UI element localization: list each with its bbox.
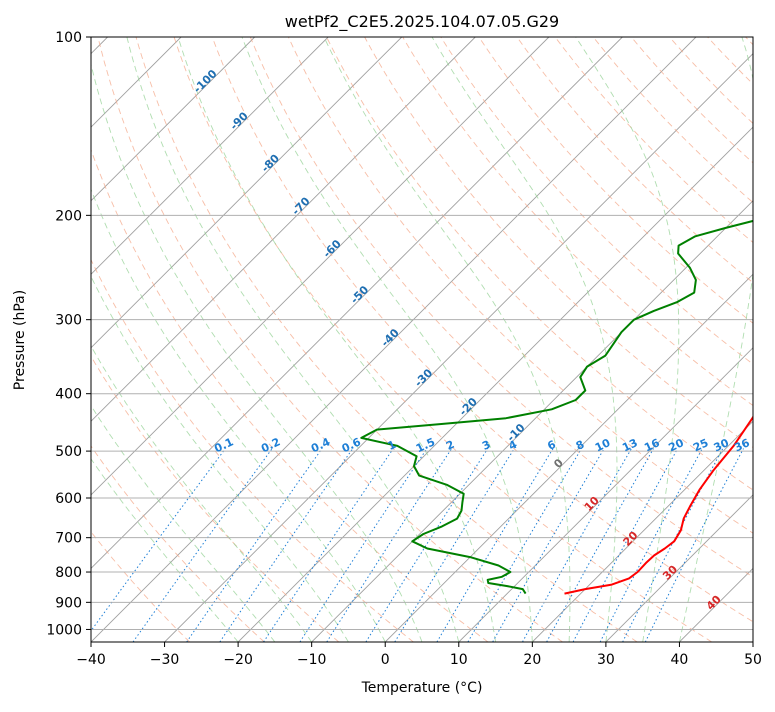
x-tick-label: −30 (150, 652, 180, 668)
dry-adiabat-line (22, 37, 414, 642)
mixing-ratio-label: 16 (642, 436, 662, 454)
x-tick-label: 30 (597, 652, 615, 668)
x-tick-label: −10 (297, 652, 327, 668)
mixing-ratio-line (493, 449, 605, 643)
mixing-ratio-label: 8 (574, 438, 586, 453)
isotherm-line (0, 37, 255, 642)
y-tick-label: 1000 (46, 622, 82, 638)
isotherm-label: -40 (379, 326, 402, 349)
mixing-ratio-label: 6 (545, 438, 558, 453)
dry-adiabat-line (593, 37, 775, 642)
moist-adiabat-line (324, 37, 570, 642)
mixing-ratio-label: 2 (444, 438, 456, 453)
dewpoint-profile (361, 37, 775, 594)
plot-frame (91, 37, 753, 642)
moist-adiabat-line (576, 37, 679, 642)
y-tick-label: 800 (55, 565, 82, 581)
mixing-ratio-label: 20 (667, 436, 687, 454)
isotherm-label: 40 (704, 592, 724, 612)
dry-adiabat-line (0, 37, 264, 642)
mixing-ratio-line (468, 449, 582, 643)
mixing-ratio-line (264, 449, 394, 643)
mixing-ratio-line (220, 449, 353, 643)
x-tick-label: 40 (671, 652, 689, 668)
x-tick-label: 0 (381, 652, 390, 668)
moist-adiabat-line (0, 37, 238, 642)
chart-title: wetPf2_C2E5.2025.104.07.05.G29 (285, 12, 559, 32)
dry-adiabat-line (708, 37, 775, 642)
mixing-ratio-label: 13 (620, 436, 639, 454)
x-axis-title: Temperature (°C) (361, 680, 483, 696)
isotherm-label: -30 (412, 366, 435, 389)
mixing-ratio-label: 3 (480, 438, 492, 453)
isotherm-label: -80 (259, 151, 282, 174)
moist-adiabat-line (127, 37, 459, 642)
dry-adiabat-line (746, 37, 775, 642)
dry-adiabat-line (517, 37, 775, 642)
isotherm-line (0, 37, 402, 642)
isotherm-label: -50 (348, 283, 371, 306)
isotherm-line (17, 37, 622, 642)
dry-adiabat-line (441, 37, 775, 642)
isotherm-label: -100 (191, 67, 220, 96)
mixing-ratio-label: 0.4 (309, 435, 332, 455)
isotherm-label: -90 (228, 109, 251, 132)
y-tick-label: 700 (55, 531, 82, 547)
isotherm-label: -60 (321, 237, 344, 260)
dry-adiabat-line (0, 37, 190, 642)
series-layer (361, 37, 775, 594)
dry-adiabat-line (0, 37, 339, 642)
x-tick-label: −40 (76, 652, 106, 668)
dry-adiabat-line (669, 37, 775, 642)
isotherm-label: -70 (289, 194, 312, 217)
mixing-ratio-label: 25 (691, 436, 710, 454)
y-axis-title: Pressure (hPa) (12, 290, 28, 390)
moist-adiabat-line (19, 37, 349, 642)
mixing-ratio-line (645, 449, 743, 643)
mixing-ratio-label: 0.1 (212, 435, 235, 455)
y-tick-label: 200 (55, 208, 82, 224)
y-tick-label: 300 (55, 313, 82, 329)
y-tick-label: 600 (55, 491, 82, 507)
y-tick-label: 900 (55, 595, 82, 611)
moist-adiabat-line (679, 37, 761, 642)
moist-adiabat-line (178, 37, 496, 642)
mixing-ratio-line (327, 449, 452, 643)
y-tick-label: 500 (55, 444, 82, 460)
dry-adiabat-line (60, 37, 488, 642)
x-axis: −40 −30 −20 −10 0 10 20 30 40 50 (76, 642, 762, 668)
y-tick-label: 100 (55, 30, 82, 46)
isotherm-line (238, 37, 775, 642)
dry-adiabat-line (555, 37, 775, 642)
x-tick-label: 20 (523, 652, 541, 668)
x-tick-label: 10 (450, 652, 468, 668)
isotherm-label: 10 (582, 494, 602, 514)
y-tick-label: 400 (55, 387, 82, 403)
mixing-ratio-label: 10 (593, 436, 613, 454)
mixing-ratio-line (187, 449, 323, 643)
mixing-ratio-label: 0.2 (259, 435, 282, 455)
x-tick-label: 50 (744, 652, 762, 668)
moist-adiabat-line (85, 37, 422, 642)
mixing-ratio-line (437, 449, 553, 643)
mixing-ratio-label: 0.6 (340, 435, 363, 455)
isotherm-line (753, 37, 775, 642)
x-tick-label: −20 (223, 652, 253, 668)
pressure-grid (91, 37, 753, 629)
isotherm-label: 30 (660, 562, 680, 582)
y-axis: 100 200 300 400 500 600 700 800 900 1000 (46, 30, 91, 638)
dry-adiabat-line (479, 37, 775, 642)
isotherm-line (679, 37, 775, 642)
mixing-ratio-line (395, 449, 515, 643)
mixing-ratio-line (600, 449, 702, 643)
